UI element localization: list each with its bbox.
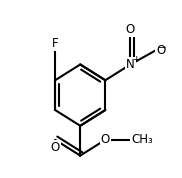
Text: O: O — [51, 141, 60, 154]
Text: CH₃: CH₃ — [131, 133, 153, 146]
Text: +: + — [132, 55, 139, 64]
Text: N: N — [126, 58, 135, 71]
Text: O: O — [101, 133, 110, 146]
Text: F: F — [52, 36, 58, 50]
Text: O: O — [126, 23, 135, 36]
Text: −: − — [158, 43, 167, 53]
Text: O: O — [156, 44, 166, 57]
